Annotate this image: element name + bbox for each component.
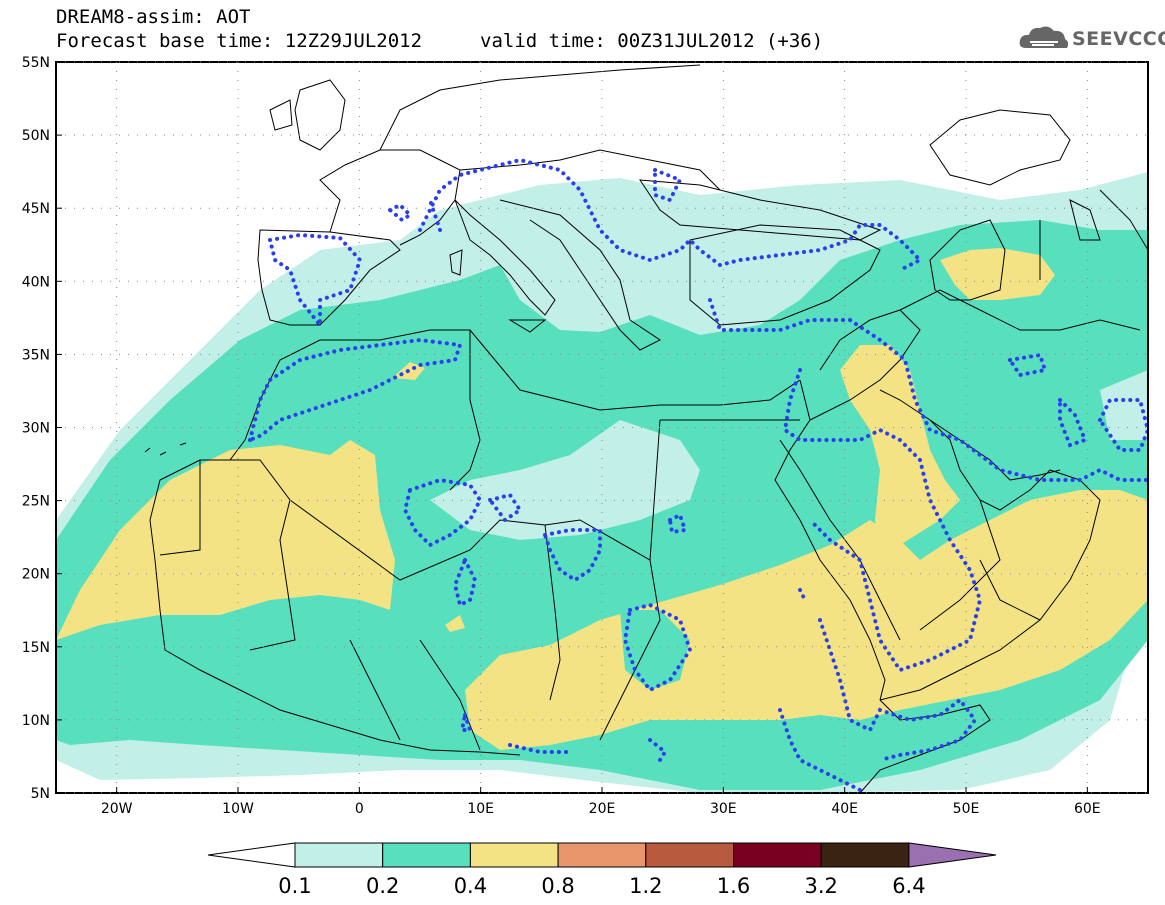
longitude-labels: 20W 10W 0 10E 20E 30E 40E 50E 60E — [101, 801, 1101, 817]
colorbar-label: 1.2 — [629, 874, 662, 898]
aot-0.2-patch-sahel — [620, 610, 690, 690]
lon-label: 10E — [467, 801, 494, 817]
colorbar-label: 0.4 — [454, 874, 487, 898]
colorbar: 0.1 0.2 0.4 0.8 1.2 1.6 3.2 6.4 — [207, 842, 997, 898]
lon-label: 10W — [222, 801, 254, 817]
forecast-base-time: Forecast base time: 12Z29JUL2012 — [56, 30, 423, 52]
lat-label: 10N — [22, 713, 50, 729]
lon-label: 20E — [589, 801, 616, 817]
colorbar-swatch — [294, 842, 384, 868]
valid-time: valid time: 00Z31JUL2012 (+36) — [480, 30, 824, 52]
aot-0.4-region-west — [56, 440, 395, 640]
lat-label: 20N — [22, 567, 50, 583]
lat-label: 55N — [22, 55, 50, 71]
seevccc-logo: SEEVCCC — [1018, 22, 1165, 58]
colorbar-high-arrow — [908, 842, 997, 868]
lat-label: 25N — [22, 494, 50, 510]
colorbar-swatch — [645, 842, 734, 868]
aot-field — [56, 64, 1148, 793]
map-title: DREAM8-assim: AOT — [56, 6, 251, 28]
aot-0.1-patch-persia — [1100, 370, 1148, 440]
colorbar-label: 1.6 — [717, 874, 750, 898]
lon-label: 30E — [710, 801, 737, 817]
colorbar-low-arrow — [207, 842, 296, 868]
logo-text: SEEVCCC — [1072, 28, 1165, 50]
colorbar-swatch — [557, 842, 647, 868]
aot-0.4-region-chad — [445, 615, 465, 632]
lat-label: 50N — [22, 128, 50, 144]
lon-label: 40E — [831, 801, 858, 817]
lat-label: 15N — [22, 640, 50, 656]
map-borders — [144, 64, 1148, 793]
colorbar-label: 0.2 — [366, 874, 399, 898]
lon-label: 50E — [953, 801, 980, 817]
colorbar-label: 0.8 — [541, 874, 574, 898]
lon-label: 20W — [101, 801, 133, 817]
colorbar-label: 6.4 — [892, 874, 925, 898]
colorbar-swatch — [469, 842, 559, 868]
colorbar-swatch — [820, 842, 910, 868]
lat-label: 30N — [22, 421, 50, 437]
colorbar-swatch — [733, 842, 822, 868]
lon-label: 0 — [355, 801, 364, 817]
lat-label: 5N — [31, 786, 50, 802]
latitude-labels: 55N 50N 45N 40N 35N 30N 25N 20N 15N 10N 5N — [22, 55, 50, 802]
lon-label: 60E — [1074, 801, 1101, 817]
lat-label: 45N — [22, 201, 50, 217]
aot-0.4-region-sahel — [465, 490, 1148, 750]
graticule — [56, 61, 1148, 794]
dotted-contours — [247, 157, 1148, 792]
colorbar-swatch — [382, 842, 471, 868]
cloud-icon — [1019, 26, 1069, 48]
lat-label: 40N — [22, 274, 50, 290]
colorbar-label: 0.1 — [278, 874, 311, 898]
colorbar-label: 3.2 — [804, 874, 837, 898]
aot-0.4-region-caspian — [940, 248, 1055, 300]
lat-label: 35N — [22, 347, 50, 363]
aot-0.4-region-arabia — [840, 345, 960, 560]
